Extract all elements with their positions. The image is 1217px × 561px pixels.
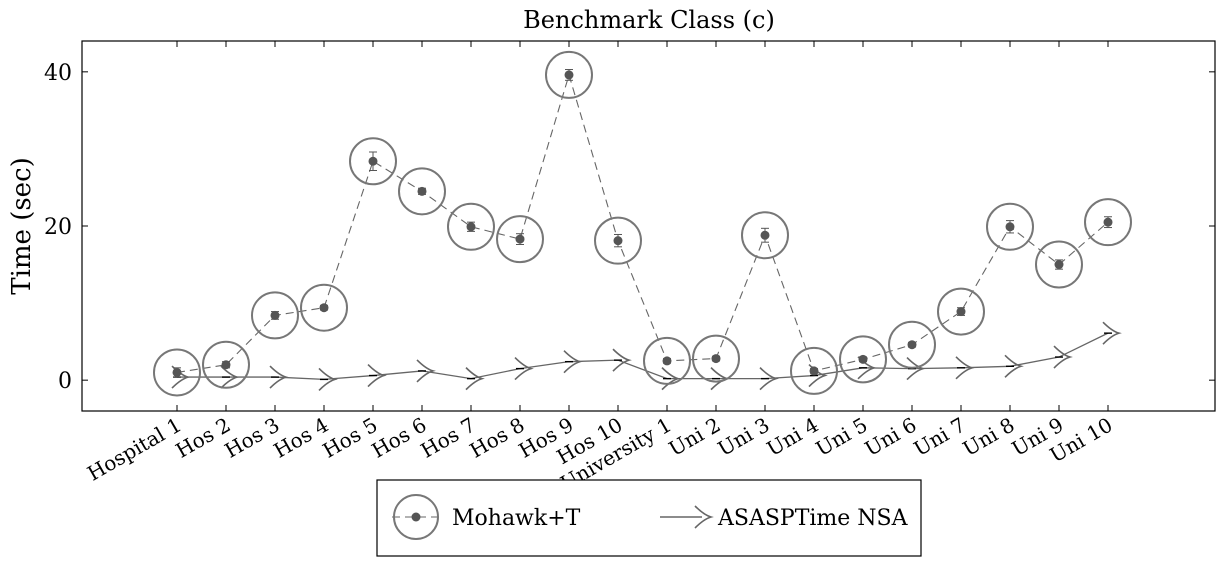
- data-point-dot: [515, 234, 525, 244]
- data-point-dot: [270, 310, 280, 320]
- data-point-dot: [1005, 222, 1015, 232]
- x-tick-label: Uni 3: [714, 413, 774, 461]
- legend-arrow-asasptime: [694, 505, 714, 529]
- data-point-circle: [692, 334, 740, 383]
- series-layer: [153, 50, 1132, 397]
- x-tick-label: Uni 5: [812, 413, 872, 461]
- series-line: [176, 72, 1109, 374]
- data-point-dot: [760, 230, 770, 240]
- y-tick-label: 0: [58, 369, 72, 394]
- data-point-arrow: [1102, 321, 1122, 345]
- x-tick-label: Uni 7: [910, 413, 970, 461]
- data-point-circle: [545, 50, 593, 99]
- data-point-dot: [711, 354, 721, 364]
- x-tick-label: Hos 8: [466, 413, 529, 463]
- y-tick-label: 20: [44, 215, 72, 240]
- data-point-dot: [907, 340, 917, 350]
- data-point-circle: [496, 215, 544, 264]
- data-point-circle: [839, 335, 887, 384]
- x-tick-label: Hospital 1: [83, 413, 185, 486]
- series-asasptime-nsa: [171, 321, 1122, 391]
- data-point-dot: [368, 156, 378, 166]
- data-point-arrow: [367, 363, 387, 388]
- data-point-arrow: [759, 367, 779, 391]
- series-mohawk-t: [153, 50, 1132, 397]
- x-tick-label: Uni 4: [763, 413, 823, 461]
- x-tick-label: Hos 2: [172, 413, 235, 463]
- legend-label-asasptime: ASASPTime NSA: [717, 506, 909, 531]
- legend-circle-mohawk: [393, 494, 439, 540]
- x-tick-label: Uni 8: [959, 413, 1019, 461]
- data-point-circle: [741, 211, 789, 260]
- x-tick-label: Hos 6: [368, 413, 431, 463]
- data-point-arrow: [906, 357, 926, 381]
- data-point-circle: [986, 202, 1034, 251]
- data-point-arrow: [465, 367, 485, 391]
- data-point-circle: [888, 320, 936, 369]
- data-point-circle: [1084, 198, 1132, 247]
- x-tick-label: Hos 3: [221, 413, 284, 463]
- data-point-dot: [613, 236, 623, 246]
- data-point-circle: [447, 202, 495, 251]
- data-point-dot: [809, 366, 819, 376]
- data-point-arrow: [318, 367, 338, 391]
- data-point-circle: [300, 283, 348, 332]
- x-tick-label: Hos 7: [417, 413, 480, 463]
- legend-dot-mohawk: [411, 512, 421, 522]
- legend: Mohawk+T ASASPTime NSA: [376, 479, 922, 557]
- data-point-arrow: [514, 357, 534, 381]
- data-point-circle: [202, 340, 250, 389]
- data-point-circle: [251, 291, 299, 340]
- data-point-dot: [466, 222, 476, 232]
- data-point-arrow: [416, 359, 436, 383]
- data-point-circle: [1035, 240, 1083, 289]
- data-point-arrow: [563, 350, 583, 374]
- y-axis-label: Time (sec): [7, 157, 37, 295]
- data-point-circle: [398, 167, 446, 216]
- data-point-arrow: [1053, 345, 1073, 369]
- data-point-dot: [956, 307, 966, 317]
- data-point-dot: [564, 70, 574, 80]
- data-point-dot: [858, 354, 868, 364]
- x-tick-label: Uni 2: [665, 413, 725, 461]
- series-line: [177, 332, 1109, 381]
- ticks: [82, 41, 1215, 411]
- data-point-arrow: [612, 348, 632, 372]
- legend-box: [376, 479, 922, 557]
- x-tick-label: Uni 6: [861, 413, 921, 461]
- data-point-arrow: [661, 367, 681, 391]
- data-point-arrow: [220, 365, 240, 389]
- data-point-dot: [221, 360, 231, 370]
- data-point-dot: [662, 356, 672, 366]
- data-point-circle: [790, 346, 838, 395]
- data-point-dot: [1103, 217, 1113, 227]
- data-point-circle: [937, 287, 985, 336]
- y-tick-label: 40: [44, 61, 72, 86]
- data-point-arrow: [955, 356, 975, 380]
- data-point-circle: [594, 216, 642, 265]
- data-point-dot: [172, 367, 182, 377]
- data-point-arrow: [269, 365, 289, 389]
- x-tick-label: Hos 5: [319, 413, 382, 463]
- chart-title: Benchmark Class (c): [523, 6, 775, 34]
- data-point-dot: [417, 186, 427, 196]
- data-point-circle: [153, 348, 201, 397]
- data-point-circle: [349, 137, 397, 186]
- legend-label-mohawk: Mohawk+T: [452, 506, 581, 531]
- plot-frame: [81, 40, 1216, 412]
- data-point-arrow: [1004, 354, 1024, 378]
- data-point-dot: [319, 303, 329, 313]
- data-point-circle: [643, 336, 691, 385]
- x-tick-label: Hos 4: [270, 413, 333, 463]
- data-point-dot: [1054, 260, 1064, 270]
